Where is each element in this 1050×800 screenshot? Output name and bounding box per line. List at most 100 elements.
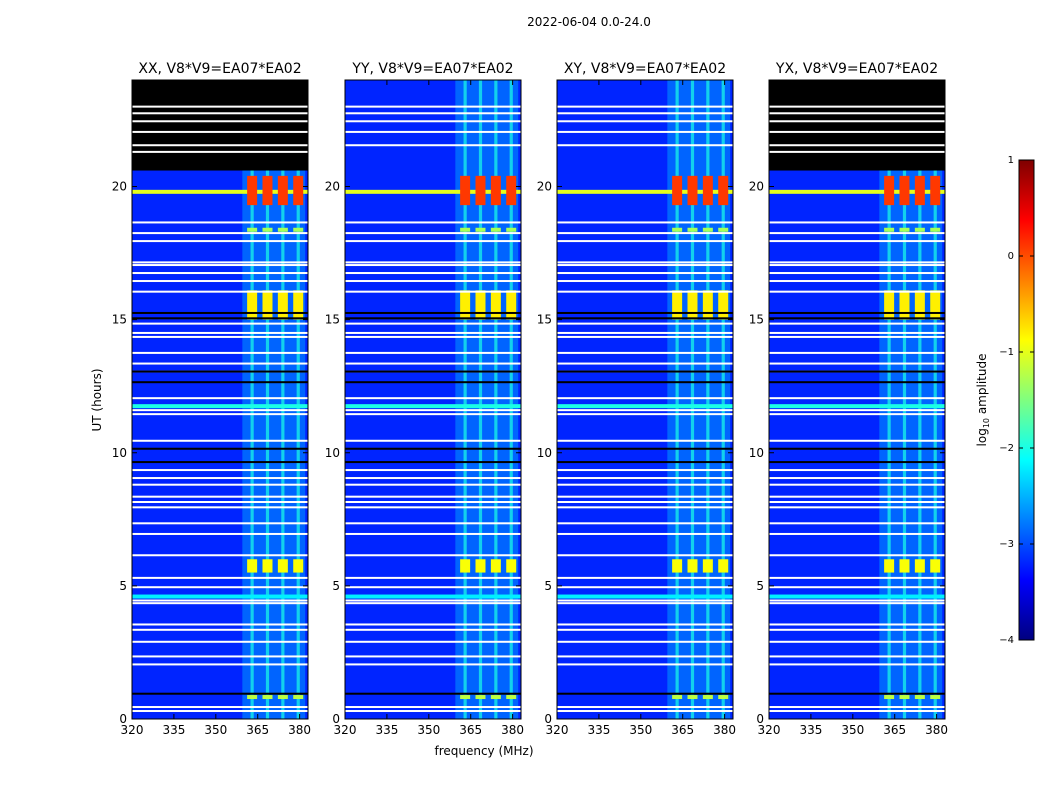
flagged-row (345, 599, 521, 602)
flagged-row (132, 105, 308, 108)
flagged-row (769, 602, 945, 605)
flagged-row-dark (769, 317, 945, 320)
flagged-row-dark (769, 370, 945, 373)
x-tick-label: 380 (288, 723, 311, 737)
rfi-burst (262, 695, 273, 700)
panel-title: YY, V8*V9=EA07*EA02 (351, 61, 513, 77)
flagged-row (557, 439, 733, 442)
rfi-burst (930, 175, 941, 206)
flagged-row (557, 554, 733, 557)
flagged-row-dark (132, 461, 308, 464)
flagged-row (769, 495, 945, 498)
x-tick-label: 350 (417, 723, 440, 737)
flagged-row (345, 409, 521, 412)
flagged-row (345, 532, 521, 535)
flagged-row (557, 351, 733, 354)
x-tick-label: 380 (925, 723, 948, 737)
flagged-row-dark (345, 381, 521, 384)
x-tick-label: 350 (629, 723, 652, 737)
rfi-burst (702, 559, 713, 573)
flagged-row (557, 290, 733, 293)
flagged-row (345, 413, 521, 416)
flagged-row (769, 586, 945, 589)
rfi-burst (672, 695, 683, 700)
y-tick-label: 20 (537, 180, 552, 194)
flagged-row (132, 522, 308, 525)
y-tick-label: 5 (332, 579, 340, 593)
rfi-burst (930, 695, 941, 700)
rfi-channel (463, 80, 467, 719)
no-data-region (132, 80, 308, 171)
flagged-row (769, 477, 945, 480)
rfi-burst (899, 227, 910, 232)
flagged-row-dark (132, 447, 308, 450)
y-tick-label: 20 (325, 180, 340, 194)
y-tick-label: 0 (544, 712, 552, 726)
colorbar-tick-label: 1 (1008, 155, 1014, 166)
flagged-row (557, 280, 733, 283)
broadband-rfi (769, 594, 945, 599)
rfi-burst (262, 175, 273, 206)
broadband-rfi (132, 594, 308, 599)
flagged-row (132, 599, 308, 602)
flagged-row-dark (345, 311, 521, 314)
broadband-rfi (557, 189, 733, 194)
flagged-row (769, 221, 945, 224)
y-tick-label: 15 (749, 313, 764, 327)
rfi-burst (930, 227, 941, 232)
rfi-burst (460, 695, 471, 700)
rfi-channel (509, 80, 513, 719)
flagged-row (557, 144, 733, 147)
flagged-row (557, 105, 733, 108)
flagged-row (557, 409, 733, 412)
rfi-channel (706, 80, 710, 719)
flagged-row-dark (769, 461, 945, 464)
rfi-burst (277, 290, 288, 320)
flagged-row (557, 602, 733, 605)
flagged-row (769, 331, 945, 334)
rfi-burst (702, 227, 713, 232)
flagged-row (557, 272, 733, 275)
rfi-burst (687, 175, 698, 206)
rfi-channel (675, 80, 679, 719)
rfi-burst (247, 227, 258, 232)
rfi-burst (672, 227, 683, 232)
rfi-burst (718, 227, 729, 232)
y-tick-label: 15 (112, 313, 127, 327)
rfi-burst (460, 227, 471, 232)
flagged-row (345, 522, 521, 525)
y-tick-label: 5 (544, 579, 552, 593)
colorbar-gradient (1018, 159, 1035, 641)
flagged-row (345, 331, 521, 334)
flagged-row (769, 710, 945, 713)
flagged-row (769, 144, 945, 147)
flagged-row (345, 483, 521, 486)
rfi-burst (262, 290, 273, 320)
x-tick-label: 320 (546, 723, 569, 737)
rfi-channel (296, 80, 300, 719)
flagged-row (132, 706, 308, 709)
flagged-row (132, 331, 308, 334)
x-tick-label: 320 (334, 723, 357, 737)
flagged-row (132, 586, 308, 589)
y-tick-label: 10 (537, 446, 552, 460)
rfi-burst (490, 290, 501, 320)
flagged-row (132, 469, 308, 472)
colorbar: 1 0 −1 −2 −3 −4 log10 amplitude (975, 155, 1035, 646)
rfi-burst (293, 559, 304, 573)
x-tick-label: 350 (204, 723, 227, 737)
flagged-row (557, 532, 733, 535)
flagged-row (769, 280, 945, 283)
flagged-row (132, 640, 308, 643)
flagged-row (769, 483, 945, 486)
flagged-row (769, 413, 945, 416)
panel-frame (131, 79, 309, 720)
flagged-row (345, 261, 521, 264)
flagged-row (769, 290, 945, 293)
broadband-rfi (557, 594, 733, 599)
rfi-burst (687, 227, 698, 232)
flagged-row (345, 439, 521, 442)
y-tick-label: 0 (119, 712, 127, 726)
flagged-row (132, 501, 308, 504)
rfi-burst (293, 695, 304, 700)
